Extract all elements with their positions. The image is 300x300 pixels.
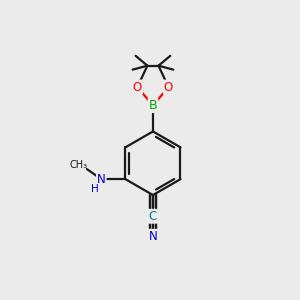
- Text: B: B: [148, 99, 157, 112]
- Text: N: N: [97, 172, 106, 186]
- Text: H: H: [91, 184, 99, 194]
- Text: O: O: [133, 80, 142, 94]
- Text: O: O: [164, 80, 173, 94]
- Text: C: C: [149, 210, 157, 223]
- Text: N: N: [148, 230, 157, 243]
- Text: CH₃: CH₃: [70, 160, 88, 170]
